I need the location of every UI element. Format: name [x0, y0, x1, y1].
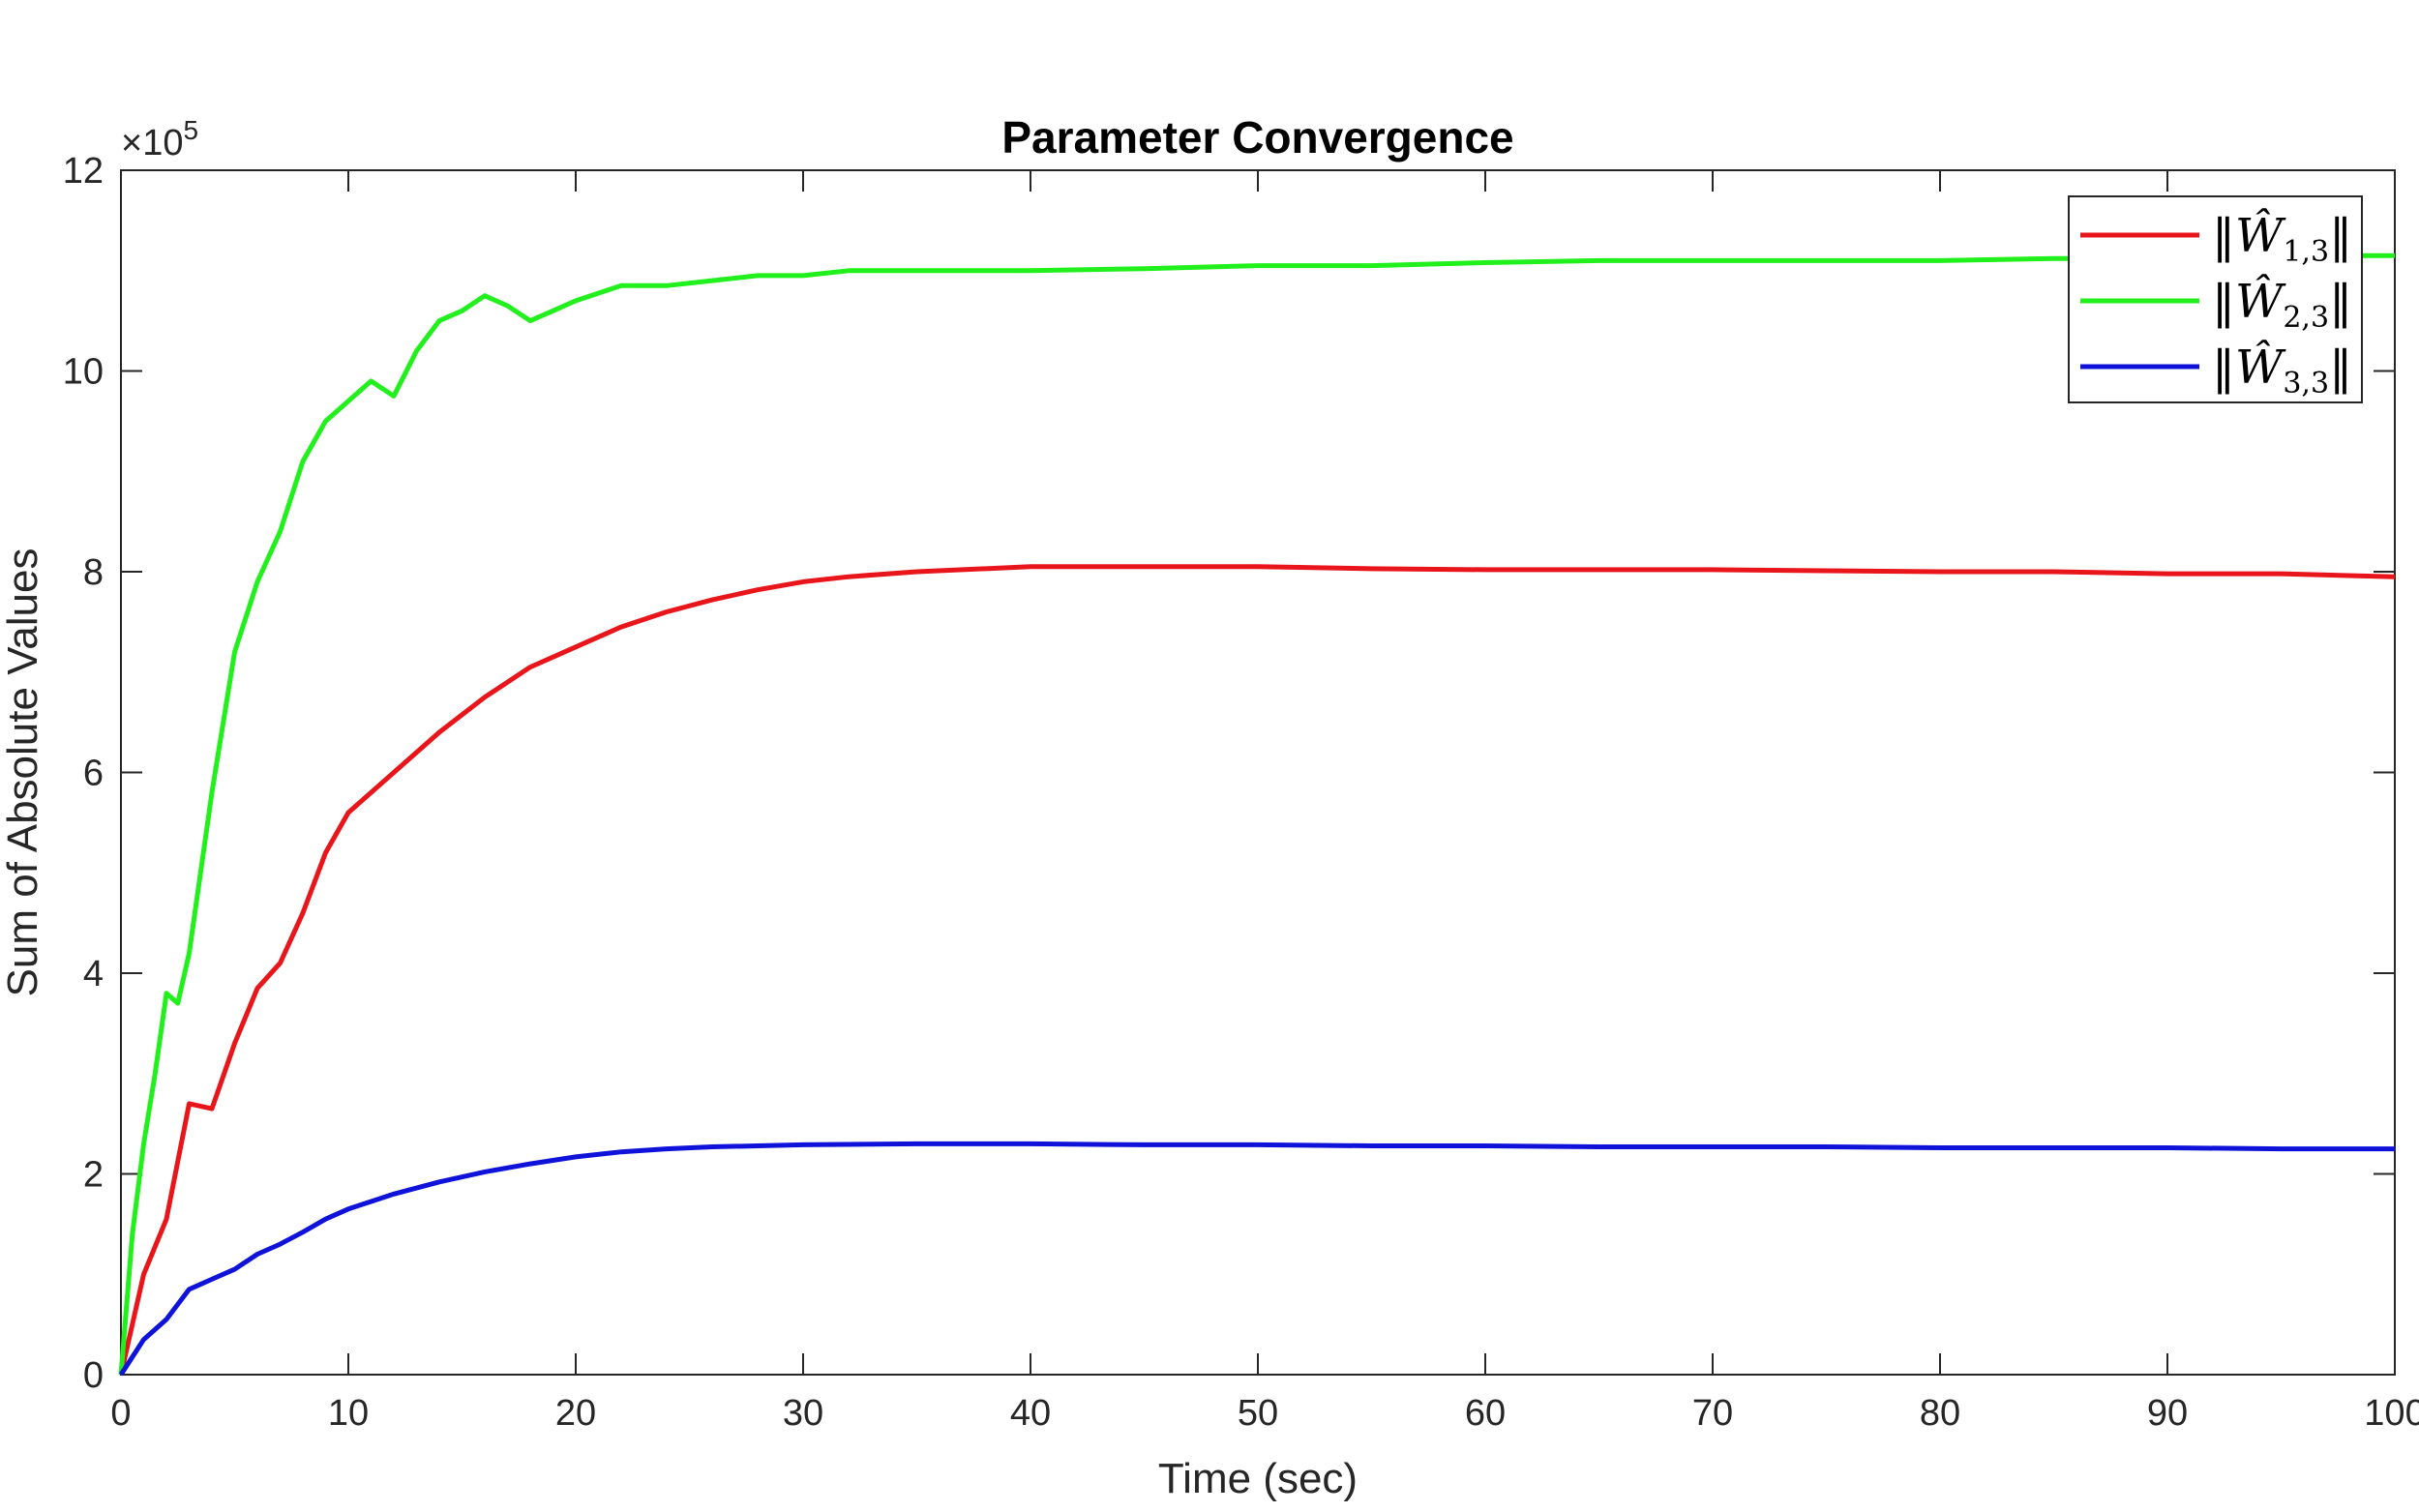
- y-tick-label: 6: [83, 754, 104, 794]
- x-tick-label: 70: [1692, 1393, 1733, 1434]
- y-tick-label: 12: [63, 151, 104, 192]
- y-tick-label: 8: [83, 552, 104, 593]
- y-exponent-power: 5: [183, 115, 198, 145]
- x-tick-label: 100: [2364, 1393, 2419, 1434]
- x-tick-label: 10: [328, 1393, 369, 1434]
- axes-box: [120, 169, 2396, 1376]
- plot-area: 0 10 20 30 40 50 60 70 80 90 100 0 2 4 6 8 10 12: [63, 151, 2419, 1434]
- series-line-2: [118, 252, 2395, 1376]
- chart-title: Parameter Convergence: [1001, 112, 1513, 163]
- x-tick-label: 20: [555, 1393, 596, 1434]
- x-tick-label: 40: [1010, 1393, 1051, 1434]
- legend-label-2: ‖Ŵ2,3‖: [2212, 273, 2352, 335]
- x-tick-label: 80: [1920, 1393, 1960, 1434]
- y-tick-label: 0: [83, 1355, 104, 1396]
- y-tick-label: 2: [83, 1155, 104, 1196]
- legend-label-3: ‖Ŵ3,3‖: [2212, 339, 2352, 400]
- x-tick-label: 60: [1465, 1393, 1506, 1434]
- x-tick-label: 30: [783, 1393, 823, 1434]
- y-tick-label: 4: [83, 954, 104, 994]
- series-line-3: [118, 1141, 2395, 1377]
- y-tick-label: 10: [63, 352, 104, 393]
- series-line-1: [118, 564, 2396, 1376]
- y-exponent-base: ×10: [121, 123, 183, 163]
- legend: ‖Ŵ1,3‖‖Ŵ2,3‖‖Ŵ3,3‖: [2068, 195, 2363, 403]
- x-axis-label: Time (sec): [1158, 1455, 1358, 1502]
- y-axis-exponent: ×105: [121, 115, 198, 163]
- x-tick-label: 90: [2147, 1393, 2188, 1434]
- x-tick-label: 0: [110, 1393, 131, 1434]
- y-axis-label: Sum of Absolute Values: [0, 548, 46, 997]
- legend-label-1: ‖Ŵ1,3‖: [2212, 207, 2352, 269]
- x-tick-label: 50: [1238, 1393, 1278, 1434]
